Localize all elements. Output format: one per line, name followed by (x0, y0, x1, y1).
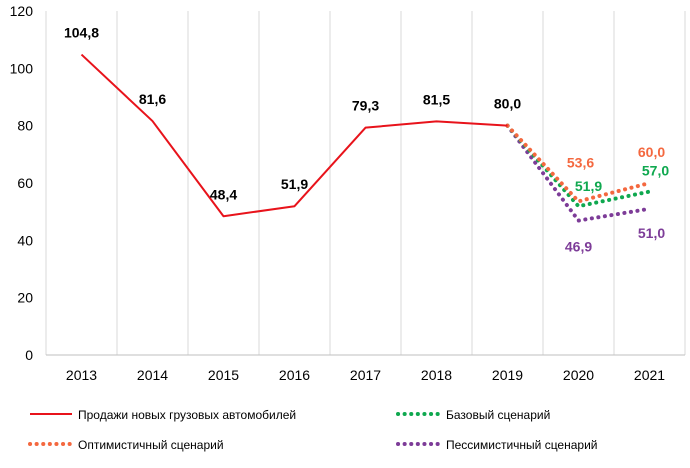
x-tick-label: 2014 (137, 367, 168, 383)
y-tick-label: 60 (17, 175, 33, 191)
x-tick-label: 2016 (279, 367, 310, 383)
x-tick-label: 2018 (421, 367, 452, 383)
series-line-sales (80, 53, 508, 218)
y-tick-label: 120 (10, 3, 34, 19)
data-label: 51,9 (281, 176, 308, 192)
data-label: 79,3 (352, 98, 379, 114)
data-label: 51,9 (575, 178, 602, 194)
series-line-base (505, 123, 652, 209)
y-tick-label: 0 (25, 347, 33, 363)
legend-label-base: Базовый сценарий (446, 408, 550, 422)
x-tick-label: 2017 (350, 367, 381, 383)
data-label: 80,0 (494, 96, 521, 112)
y-tick-label: 40 (17, 232, 33, 248)
data-label: 60,0 (638, 144, 665, 160)
legend-label-pessimistic: Пессимистичный сценарий (446, 438, 598, 452)
x-tick-label: 2015 (208, 367, 239, 383)
y-tick-label: 80 (17, 118, 33, 134)
x-tick-label: 2021 (634, 367, 665, 383)
series-line-optimistic (505, 123, 652, 204)
series-line-pessimistic (505, 123, 652, 223)
data-label: 104,8 (64, 25, 99, 41)
data-label: 48,4 (210, 186, 237, 202)
legend-label-sales: Продажи новых грузовых автомобилей (78, 408, 296, 422)
data-label: 46,9 (565, 239, 592, 255)
data-label: 51,0 (638, 225, 665, 241)
data-label: 81,6 (139, 91, 166, 107)
x-tick-label: 2019 (492, 367, 523, 383)
x-tick-label: 2013 (66, 367, 97, 383)
y-tick-label: 100 (10, 60, 34, 76)
data-label: 57,0 (642, 163, 669, 179)
data-label: 81,5 (423, 91, 450, 107)
y-tick-label: 20 (17, 290, 33, 306)
legend-label-optimistic: Оптимистичный сценарий (78, 438, 224, 452)
x-tick-label: 2020 (563, 367, 594, 383)
data-label: 53,6 (567, 154, 594, 170)
